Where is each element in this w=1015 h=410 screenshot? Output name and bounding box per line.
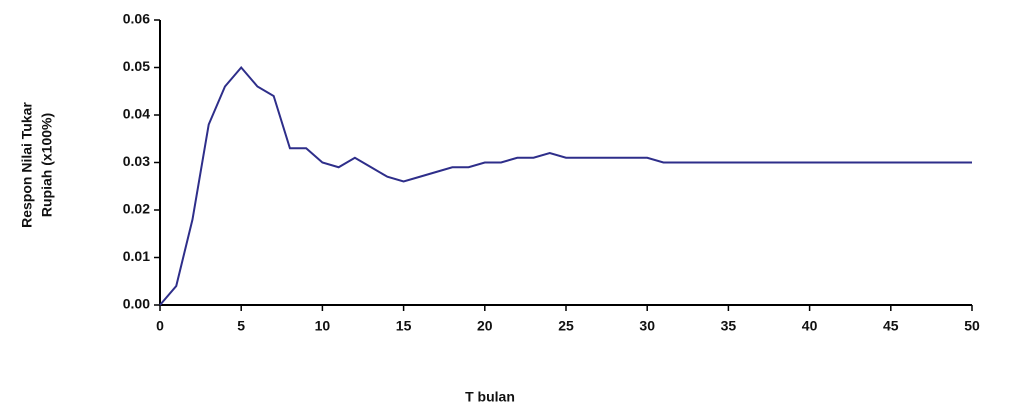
x-tick-label: 40: [802, 318, 818, 334]
data-line: [159, 65, 972, 306]
x-tick-label: 30: [639, 318, 655, 334]
y-tick-label: 0.04: [123, 106, 150, 122]
x-tick-label: 50: [964, 318, 980, 334]
y-tick-label: 0.06: [123, 11, 150, 27]
x-tick-label: 0: [156, 318, 164, 334]
y-axis-label: Rupiah (x100%): [39, 113, 55, 217]
x-tick-label: 45: [883, 318, 899, 334]
y-tick-label: 0.03: [123, 153, 150, 169]
x-tick-label: 35: [721, 318, 737, 334]
x-tick-label: 10: [315, 318, 331, 334]
x-tick-label: 5: [237, 318, 245, 334]
y-tick-label: 0.02: [123, 201, 150, 217]
x-tick-label: 20: [477, 318, 493, 334]
y-tick-label: 0.05: [123, 58, 150, 74]
x-tick-label: 15: [396, 318, 412, 334]
x-tick-label: 25: [558, 318, 574, 334]
y-tick-label: 0.00: [123, 296, 150, 312]
y-tick-label: 0.01: [123, 248, 150, 264]
x-axis-label: T bulan: [465, 389, 515, 405]
y-axis-label: Respon Nilai Tukar: [19, 102, 35, 228]
